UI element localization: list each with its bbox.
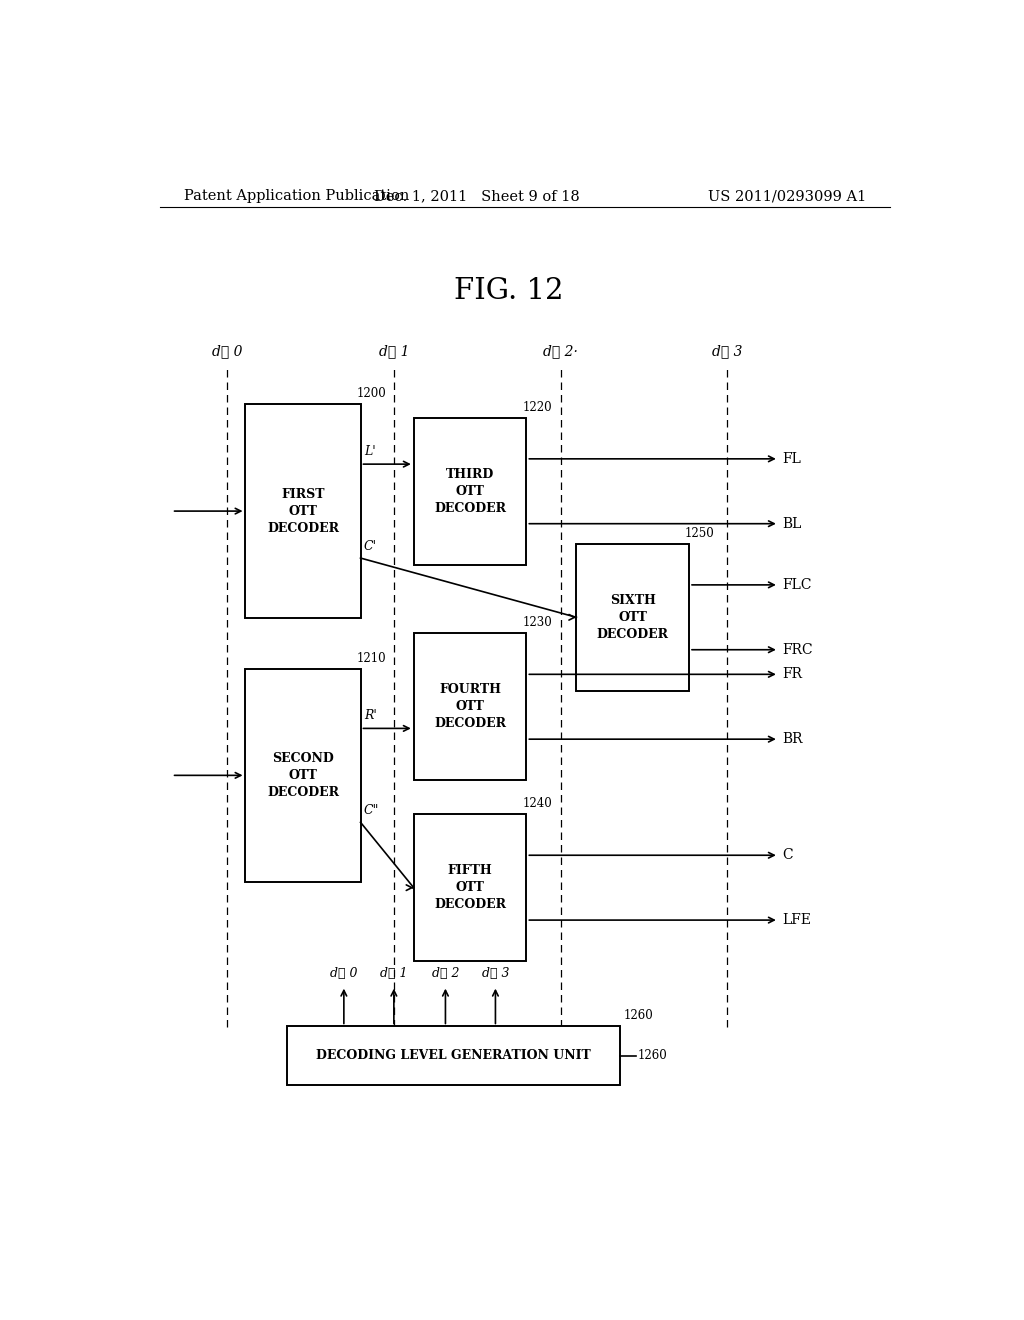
Text: THIRD
OTT
DECODER: THIRD OTT DECODER <box>434 467 506 515</box>
Text: 1220: 1220 <box>522 400 552 413</box>
Bar <box>246 404 360 618</box>
Text: FIRST
OTT
DECODER: FIRST OTT DECODER <box>267 487 339 535</box>
Text: 1210: 1210 <box>356 652 386 664</box>
Text: BL: BL <box>782 516 802 531</box>
Text: FIFTH
OTT
DECODER: FIFTH OTT DECODER <box>434 865 506 911</box>
Text: C": C" <box>364 804 379 817</box>
Text: Patent Application Publication: Patent Application Publication <box>183 189 409 203</box>
Text: US 2011/0293099 A1: US 2011/0293099 A1 <box>708 189 866 203</box>
Bar <box>414 634 526 780</box>
Text: Dec. 1, 2011   Sheet 9 of 18: Dec. 1, 2011 Sheet 9 of 18 <box>375 189 580 203</box>
Text: dℓ 1: dℓ 1 <box>380 966 408 979</box>
Text: 1230: 1230 <box>522 616 552 630</box>
Text: dℓ 3: dℓ 3 <box>712 345 742 359</box>
Text: FIG. 12: FIG. 12 <box>455 276 563 305</box>
Text: 1200: 1200 <box>356 387 386 400</box>
Bar <box>577 544 689 690</box>
Text: 1260: 1260 <box>638 1049 668 1063</box>
Text: 1250: 1250 <box>685 527 715 540</box>
Text: dℓ 2: dℓ 2 <box>432 966 459 979</box>
Text: SIXTH
OTT
DECODER: SIXTH OTT DECODER <box>597 594 669 640</box>
Text: C': C' <box>364 540 377 553</box>
Text: L': L' <box>364 445 376 458</box>
Text: dℓ 2·: dℓ 2· <box>543 345 578 359</box>
Text: 1240: 1240 <box>522 797 552 810</box>
Text: FRC: FRC <box>782 643 813 657</box>
Bar <box>414 417 526 565</box>
Text: BR: BR <box>782 733 803 746</box>
Text: DECODING LEVEL GENERATION UNIT: DECODING LEVEL GENERATION UNIT <box>316 1049 591 1063</box>
Text: dℓ 0: dℓ 0 <box>212 345 243 359</box>
Bar <box>414 814 526 961</box>
Text: FL: FL <box>782 451 802 466</box>
Bar <box>246 669 360 882</box>
Text: FOURTH
OTT
DECODER: FOURTH OTT DECODER <box>434 684 506 730</box>
Text: 1260: 1260 <box>624 1010 653 1022</box>
Text: dℓ 1: dℓ 1 <box>379 345 410 359</box>
Text: dℓ 0: dℓ 0 <box>330 966 357 979</box>
Text: FLC: FLC <box>782 578 812 591</box>
Bar <box>287 1027 621 1085</box>
Text: R': R' <box>364 709 377 722</box>
Text: FR: FR <box>782 668 803 681</box>
Text: C: C <box>782 849 794 862</box>
Text: LFE: LFE <box>782 913 812 927</box>
Text: dℓ 3: dℓ 3 <box>481 966 509 979</box>
Text: SECOND
OTT
DECODER: SECOND OTT DECODER <box>267 752 339 799</box>
